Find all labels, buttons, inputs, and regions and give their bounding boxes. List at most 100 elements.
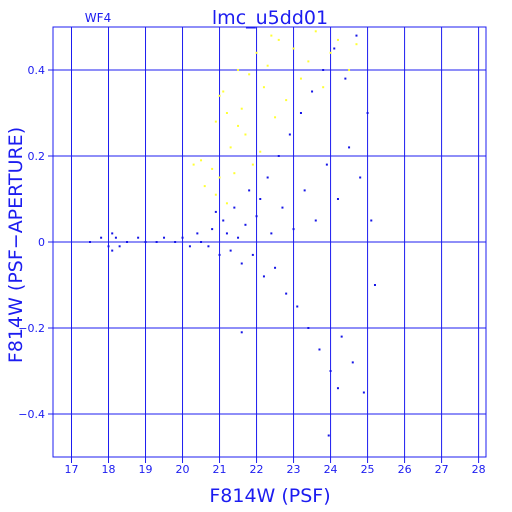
data-point xyxy=(181,236,184,239)
data-point xyxy=(311,90,314,93)
data-point xyxy=(274,266,277,269)
data-point xyxy=(111,232,114,235)
data-point xyxy=(348,146,351,149)
data-point xyxy=(327,434,330,437)
data-point xyxy=(196,232,199,235)
data-point xyxy=(340,335,343,338)
y-tick-label: 0.2 xyxy=(28,150,46,163)
data-point xyxy=(277,155,280,157)
data-point xyxy=(174,241,177,243)
data-point xyxy=(203,185,206,188)
data-point xyxy=(281,206,284,209)
data-point xyxy=(285,292,288,295)
x-tick-label: 24 xyxy=(324,463,338,476)
data-point xyxy=(192,163,195,166)
data-point xyxy=(222,219,225,222)
data-point xyxy=(218,94,221,97)
data-point xyxy=(225,202,228,205)
data-point xyxy=(373,284,376,286)
x-tick-label: 22 xyxy=(250,463,264,476)
chart-subtitle: WF4 xyxy=(85,11,111,25)
x-tick-label: 28 xyxy=(472,463,486,476)
data-point xyxy=(244,133,247,136)
data-point xyxy=(255,51,258,54)
y-tick-label: −0.2 xyxy=(18,322,45,335)
data-point xyxy=(366,112,369,114)
data-point xyxy=(255,215,258,218)
data-point xyxy=(240,107,243,110)
data-point xyxy=(292,47,295,50)
data-point xyxy=(222,90,225,93)
data-point xyxy=(303,189,306,192)
data-point xyxy=(274,116,277,119)
data-point xyxy=(355,43,358,46)
data-point xyxy=(233,206,236,209)
points-layer xyxy=(89,30,376,437)
data-point xyxy=(251,163,254,166)
data-point xyxy=(333,47,336,50)
data-point xyxy=(233,172,236,175)
x-tick-label: 23 xyxy=(287,463,301,476)
x-tick-label: 21 xyxy=(213,463,227,476)
data-point xyxy=(155,241,158,243)
data-point xyxy=(251,253,254,256)
data-point xyxy=(114,236,117,239)
ticks-layer xyxy=(48,69,480,463)
x-tick-label: 17 xyxy=(65,463,79,476)
labels-layer: 17 18 19 20 21 22 23 24 25 26 27 28 −0.4 −0.2 0 0.2 0.4 xyxy=(18,64,485,476)
data-point xyxy=(307,327,310,329)
data-point xyxy=(188,245,191,248)
data-point xyxy=(262,86,265,89)
data-point xyxy=(307,60,310,63)
data-point xyxy=(100,236,103,239)
grid-layer xyxy=(53,27,486,457)
data-point xyxy=(237,236,240,239)
y-tick-label: 0 xyxy=(38,236,45,249)
data-point xyxy=(218,176,221,179)
x-tick-label: 26 xyxy=(398,463,412,476)
data-point xyxy=(214,193,217,196)
data-point xyxy=(118,245,121,248)
data-point xyxy=(225,232,228,235)
x-tick-label: 18 xyxy=(102,463,116,476)
data-point xyxy=(296,305,299,308)
data-point xyxy=(325,163,328,166)
data-point xyxy=(329,370,332,372)
data-point xyxy=(229,146,232,149)
data-point xyxy=(248,189,251,192)
data-point xyxy=(137,236,140,239)
data-point xyxy=(288,133,291,136)
data-point xyxy=(200,159,203,162)
data-point xyxy=(292,228,295,231)
data-point xyxy=(244,223,247,226)
data-point xyxy=(348,69,351,71)
data-point xyxy=(111,249,114,252)
data-point xyxy=(126,241,129,243)
y-tick-label: −0.4 xyxy=(18,408,45,421)
data-point xyxy=(336,387,339,390)
data-point xyxy=(218,253,221,256)
data-point xyxy=(163,236,166,239)
data-point xyxy=(229,249,232,252)
data-point xyxy=(329,51,332,54)
data-point xyxy=(211,167,214,170)
data-point xyxy=(214,210,217,213)
data-point xyxy=(211,228,214,231)
data-point xyxy=(259,150,262,153)
data-point xyxy=(314,30,317,33)
data-point xyxy=(370,219,373,222)
data-point xyxy=(314,219,317,222)
data-point xyxy=(144,241,147,243)
data-point xyxy=(270,34,273,37)
data-point xyxy=(240,262,243,265)
data-point xyxy=(240,331,243,334)
chart-title: lmc_u5dd01 xyxy=(212,7,328,29)
data-point xyxy=(344,77,347,80)
data-point xyxy=(237,124,240,127)
y-tick-label: 0.4 xyxy=(28,64,46,77)
x-tick-label: 20 xyxy=(176,463,190,476)
data-point xyxy=(318,348,321,351)
data-point xyxy=(225,112,228,114)
x-axis-label: F814W (PSF) xyxy=(209,485,330,507)
